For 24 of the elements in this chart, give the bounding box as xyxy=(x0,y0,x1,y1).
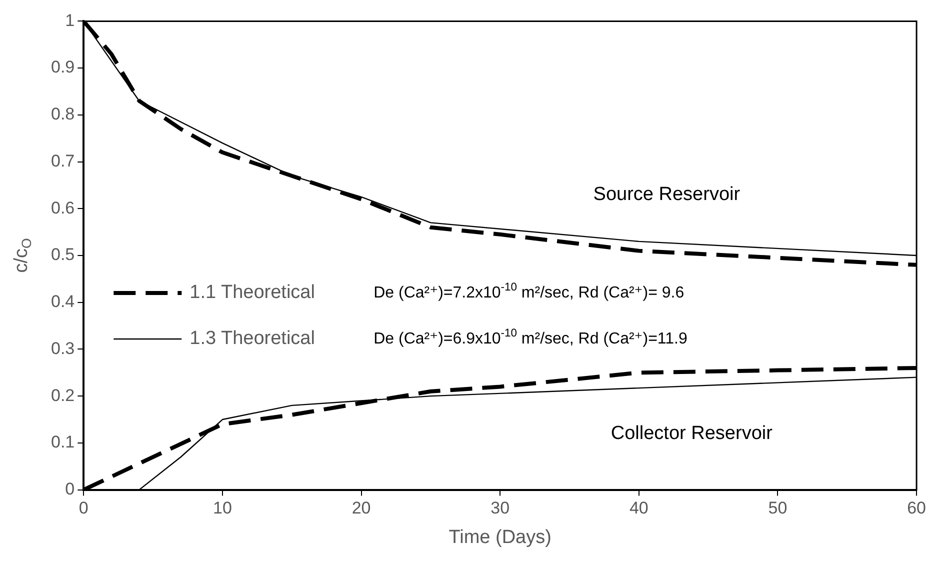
annotation: Collector Reservoir xyxy=(610,422,774,444)
x-tick-label: 0 xyxy=(78,498,88,518)
x-tick-label: 50 xyxy=(768,498,788,518)
y-tick-label: 0.4 xyxy=(50,292,75,312)
legend-label: 1.1 Theoretical xyxy=(190,282,315,304)
annotation: Source Reservoir xyxy=(593,184,741,205)
y-tick-label: 1 xyxy=(65,10,75,30)
x-tick-label: 40 xyxy=(629,498,648,518)
y-tick-label: 0.6 xyxy=(50,198,75,218)
y-tick-label: 0 xyxy=(65,479,75,498)
y-tick-label: 0.5 xyxy=(50,245,75,264)
x-tick-label: 10 xyxy=(212,498,232,518)
y-tick-label: 0.1 xyxy=(50,432,75,452)
y-tick-label: 0.2 xyxy=(50,386,75,405)
y-axis-title: c/cO xyxy=(10,238,34,273)
y-tick-label: 0.8 xyxy=(50,104,75,124)
y-tick-label: 0.3 xyxy=(50,338,75,358)
x-axis-title: Time (Days) xyxy=(448,526,552,548)
legend-label: 1.3 Theoretical xyxy=(190,328,315,350)
x-tick-label: 20 xyxy=(352,498,371,518)
y-tick-label: 0.9 xyxy=(50,58,75,77)
y-tick-label: 0.7 xyxy=(50,151,75,170)
x-tick-label: 60 xyxy=(907,498,926,518)
x-tick-label: 30 xyxy=(490,498,510,518)
